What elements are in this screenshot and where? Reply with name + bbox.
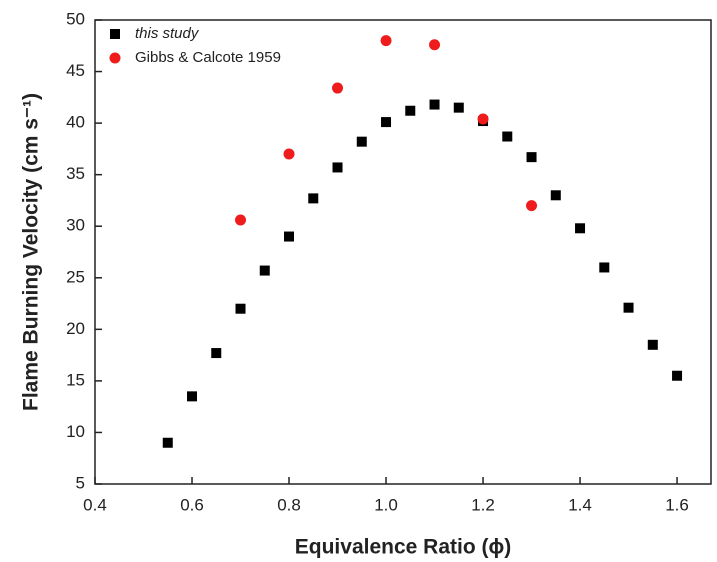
x-tick-label: 0.6 [180,495,204,514]
data-point [623,302,634,313]
y-tick-label: 35 [66,164,85,183]
data-point [672,370,683,381]
data-point [162,437,173,448]
plot-frame [94,19,712,485]
x-tick-label: 1.4 [568,495,592,514]
y-tick-label: 30 [66,216,85,235]
data-point [502,131,513,142]
data-point [308,193,319,204]
x-axis-title: Equivalence Ratio (ϕ) [295,536,511,559]
y-tick-label: 50 [66,9,85,28]
data-point [356,136,367,147]
data-point [187,391,198,402]
x-tick-label: 1.2 [471,495,495,514]
data-point [381,117,392,128]
x-tick-label: 1.6 [665,495,689,514]
data-point [429,99,440,110]
data-point [575,223,586,234]
data-point [477,113,489,125]
y-tick-label: 5 [76,473,85,492]
data-point [211,348,222,359]
data-point [526,200,538,212]
x-tick-label: 0.4 [83,495,107,514]
data-point [284,231,295,242]
data-point [235,214,247,226]
data-point [405,105,416,116]
y-tick-label: 45 [66,61,85,80]
data-point [283,148,295,160]
data-point [235,303,246,314]
legend-label: Gibbs & Calcote 1959 [135,49,281,66]
data-point [526,152,537,163]
y-tick-label: 25 [66,267,85,286]
legend-label: this study [135,25,200,42]
x-tick-label: 1.0 [374,495,398,514]
data-point [647,339,658,350]
data-point [259,265,270,276]
data-point [453,102,464,113]
y-tick-label: 20 [66,319,85,338]
y-tick-label: 15 [66,370,85,389]
data-point [380,35,392,47]
y-axis-title: Flame Burning Velocity (cm s⁻¹) [20,93,43,411]
data-point [429,39,441,51]
data-point [550,190,561,201]
data-point [332,162,343,173]
data-point [332,82,344,94]
legend-marker [109,52,121,64]
data-point [599,262,610,273]
y-tick-label: 40 [66,113,85,132]
x-tick-label: 0.8 [277,495,301,514]
legend-marker [110,29,120,39]
y-tick-label: 10 [66,422,85,441]
